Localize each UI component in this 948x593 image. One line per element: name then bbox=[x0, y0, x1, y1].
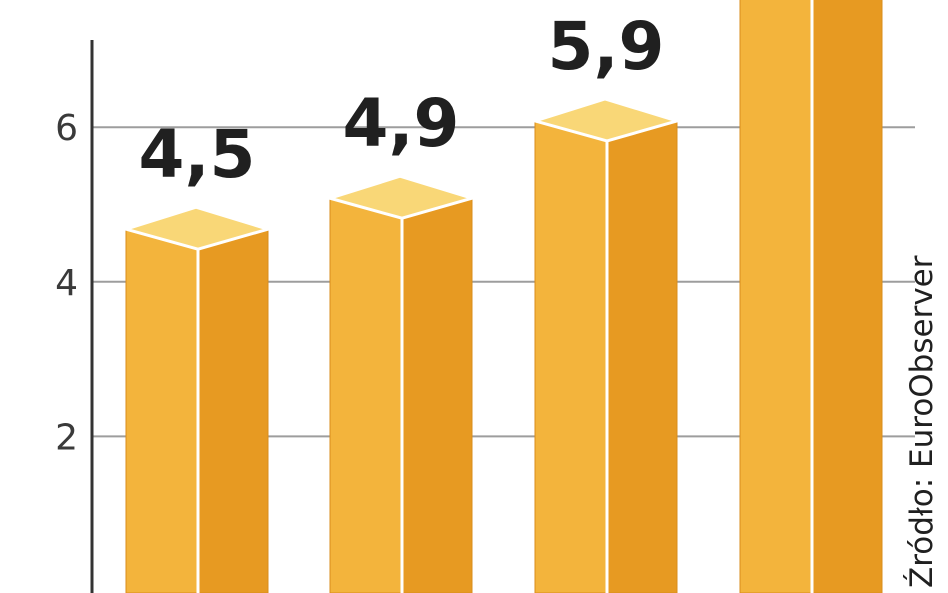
y-tick-label: 4 bbox=[55, 263, 78, 304]
y-tick-label: 2 bbox=[55, 417, 78, 458]
bar-side-face bbox=[401, 197, 473, 593]
bar-side-face bbox=[606, 120, 678, 593]
bar-top-face bbox=[120, 205, 274, 251]
bar-front-face bbox=[329, 197, 403, 593]
value-label-2: 4,9 bbox=[343, 85, 460, 162]
bar-side-face bbox=[811, 0, 883, 593]
bar-3 bbox=[529, 97, 683, 593]
bar-front-face bbox=[125, 228, 199, 593]
bar-top-face bbox=[529, 97, 683, 143]
bar-4 bbox=[739, 0, 883, 593]
value-label-1: 4,5 bbox=[139, 116, 256, 193]
source-label: Źródło: EuroObserver bbox=[904, 255, 940, 588]
bar-2 bbox=[324, 174, 478, 593]
bar-top-face bbox=[324, 174, 478, 220]
bar-1 bbox=[120, 205, 274, 593]
y-tick-label: 6 bbox=[55, 108, 78, 149]
bar-side-face bbox=[197, 228, 269, 593]
bar-front-face bbox=[739, 0, 813, 593]
value-label-3: 5,9 bbox=[548, 8, 665, 85]
bar-front-face bbox=[534, 120, 608, 593]
